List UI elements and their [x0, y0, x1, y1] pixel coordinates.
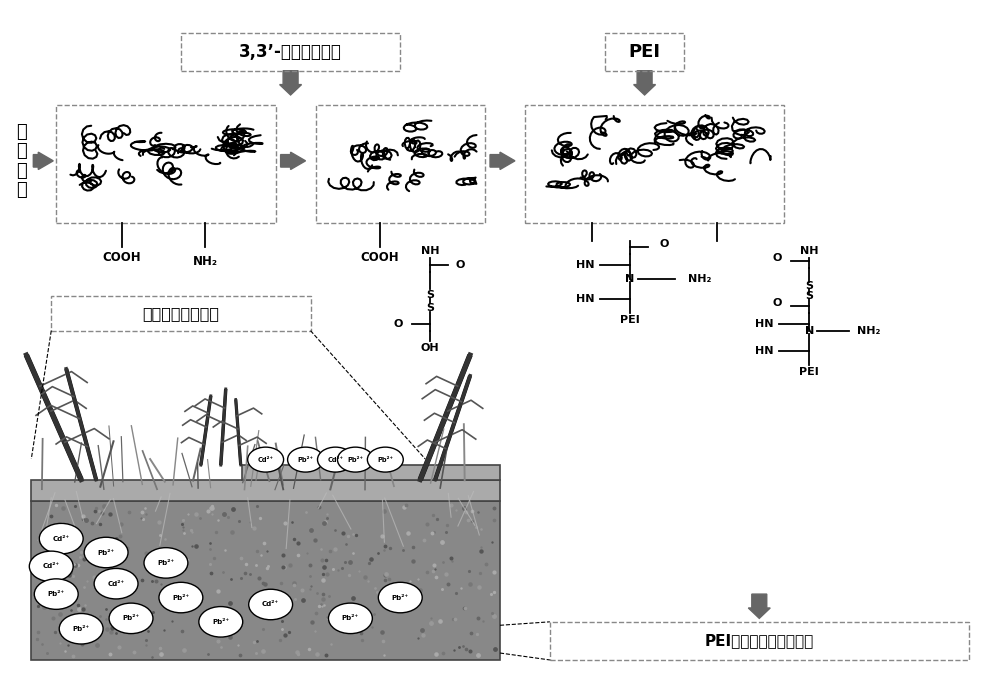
Text: S: S [805, 291, 813, 301]
Bar [605, 33, 684, 71]
Circle shape [318, 447, 353, 472]
Text: 模拟污水灸溉系统: 模拟污水灸溉系统 [142, 306, 219, 321]
Circle shape [328, 603, 372, 633]
Text: O: O [455, 260, 465, 270]
Circle shape [29, 551, 73, 582]
Circle shape [367, 447, 403, 472]
Text: Pb²⁺: Pb²⁺ [392, 594, 409, 601]
Text: N: N [805, 326, 814, 335]
Text: Cd²⁺: Cd²⁺ [43, 563, 60, 569]
Circle shape [34, 579, 78, 609]
Circle shape [199, 607, 243, 637]
Text: O: O [773, 253, 782, 263]
Text: Pb²⁺: Pb²⁺ [342, 615, 359, 622]
Bar [242, 465, 500, 480]
Bar [51, 296, 311, 331]
Circle shape [109, 603, 153, 633]
Circle shape [159, 583, 203, 612]
Circle shape [249, 590, 293, 619]
Text: NH: NH [800, 246, 818, 256]
Text: OH: OH [421, 343, 440, 353]
Text: PEI接枝的明胶海绵材料: PEI接枝的明胶海绵材料 [705, 633, 814, 649]
Text: O: O [394, 319, 403, 329]
Text: O: O [773, 298, 782, 308]
Text: PEI: PEI [799, 367, 819, 377]
Text: Cd²⁺: Cd²⁺ [258, 457, 274, 463]
Text: Pb²⁺: Pb²⁺ [298, 457, 314, 463]
Bar [181, 33, 400, 71]
Text: PEI: PEI [629, 42, 661, 61]
Text: COOH: COOH [361, 251, 399, 264]
Circle shape [288, 447, 323, 472]
Circle shape [84, 537, 128, 568]
Text: Pb²⁺: Pb²⁺ [73, 626, 90, 632]
Text: HN: HN [755, 319, 774, 329]
FancyArrow shape [634, 71, 656, 95]
Bar [56, 105, 276, 223]
Text: PEI: PEI [620, 315, 640, 325]
Text: Pb²⁺: Pb²⁺ [377, 457, 393, 463]
Bar [316, 105, 485, 223]
Text: NH₂: NH₂ [857, 326, 881, 335]
Text: Cd²⁺: Cd²⁺ [262, 601, 279, 608]
Text: Pb²⁺: Pb²⁺ [347, 457, 363, 463]
FancyArrow shape [281, 152, 306, 170]
Text: S: S [426, 290, 434, 299]
Text: S: S [805, 280, 813, 291]
FancyArrow shape [280, 71, 302, 95]
Bar [31, 500, 500, 660]
Circle shape [144, 548, 188, 578]
Text: Cd²⁺: Cd²⁺ [108, 580, 125, 587]
Bar [525, 105, 784, 223]
Text: 明
胶
海
绵: 明 胶 海 绵 [16, 122, 27, 199]
Text: 3,3’-二硫代二丙酸: 3,3’-二硫代二丙酸 [239, 42, 342, 61]
Text: Pb²⁺: Pb²⁺ [212, 619, 229, 625]
FancyArrow shape [490, 152, 515, 170]
Text: Pb²⁺: Pb²⁺ [172, 594, 189, 601]
FancyArrow shape [748, 594, 770, 618]
Text: Pb²⁺: Pb²⁺ [48, 591, 65, 597]
Text: Pb²⁺: Pb²⁺ [157, 560, 174, 566]
Text: Cd²⁺: Cd²⁺ [53, 536, 70, 541]
Text: HN: HN [576, 294, 594, 304]
Text: N: N [625, 274, 634, 284]
Bar [31, 480, 500, 500]
Text: NH₂: NH₂ [193, 255, 218, 268]
Text: O: O [660, 239, 669, 249]
Bar [550, 622, 969, 660]
Circle shape [378, 583, 422, 612]
Text: NH₂: NH₂ [688, 274, 711, 284]
Text: COOH: COOH [103, 251, 141, 264]
Text: S: S [426, 303, 434, 313]
Circle shape [39, 523, 83, 554]
Circle shape [248, 447, 284, 472]
Text: HN: HN [576, 260, 594, 270]
Text: Pb²⁺: Pb²⁺ [98, 550, 115, 555]
Text: Cd²⁺: Cd²⁺ [327, 457, 343, 463]
Text: NH: NH [421, 246, 439, 256]
Text: Pb²⁺: Pb²⁺ [122, 615, 140, 622]
FancyArrow shape [33, 152, 53, 170]
Circle shape [59, 613, 103, 644]
Circle shape [94, 569, 138, 599]
Text: HN: HN [755, 347, 774, 356]
Circle shape [337, 447, 373, 472]
